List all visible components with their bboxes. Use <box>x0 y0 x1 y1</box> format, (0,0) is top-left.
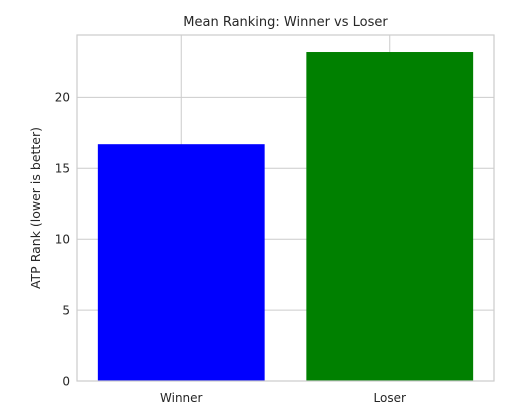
x-tick-label-winner: Winner <box>160 391 203 405</box>
x-axis-ticks: Winner Loser <box>160 391 406 405</box>
y-tick-label: 20 <box>55 91 70 105</box>
bar-winner <box>97 144 265 381</box>
y-tick-label: 15 <box>55 162 70 176</box>
chart-title: Mean Ranking: Winner vs Loser <box>183 15 388 30</box>
plot-frame <box>76 34 495 382</box>
plot-area <box>76 34 495 382</box>
y-tick-label: 10 <box>55 232 70 246</box>
bars <box>97 52 474 382</box>
x-tick-label-loser: Loser <box>374 391 406 405</box>
y-axis-ticks: 0 5 10 15 20 <box>55 91 70 389</box>
bar-loser <box>306 52 474 382</box>
y-axis-label: ATP Rank (lower is better) <box>28 127 43 289</box>
y-tick-label: 0 <box>62 374 70 388</box>
y-tick-label: 5 <box>62 303 70 317</box>
